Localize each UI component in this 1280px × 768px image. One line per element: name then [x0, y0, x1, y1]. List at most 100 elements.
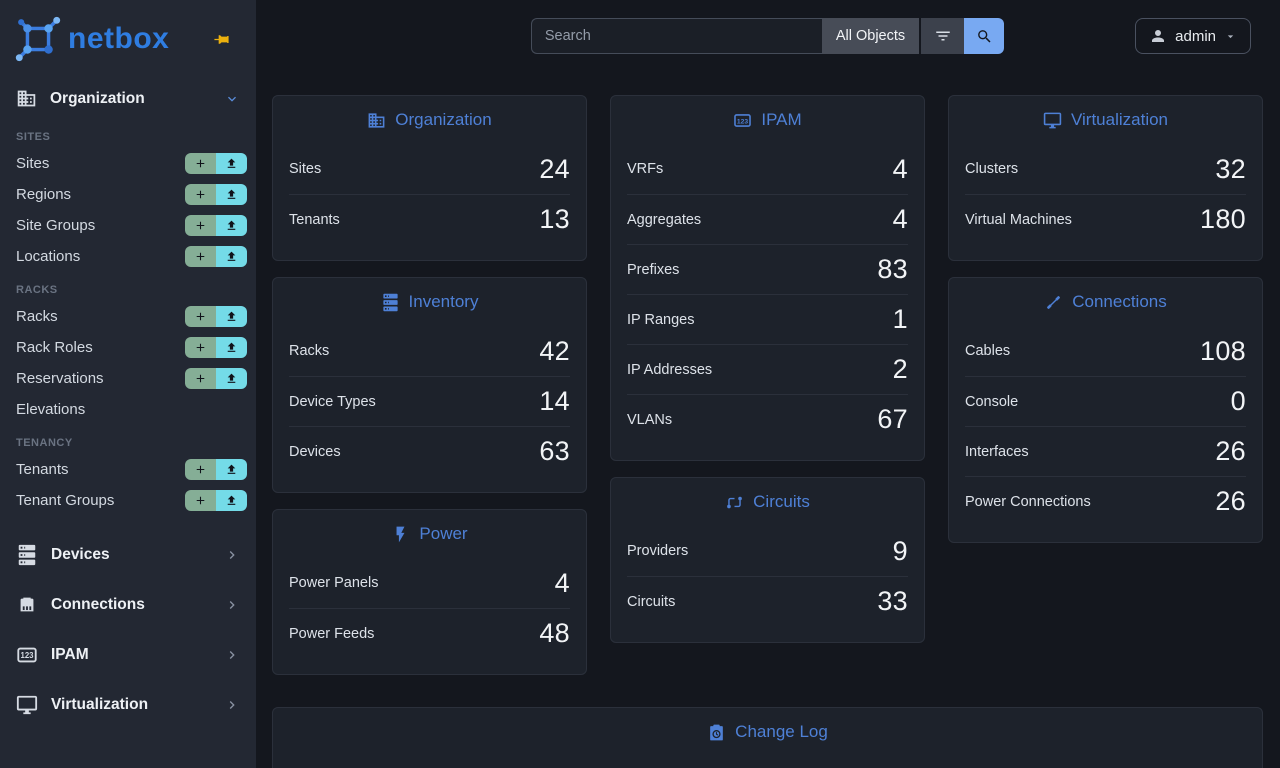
stat-value[interactable]: 14 [539, 386, 570, 416]
card-body: Providers 9 Circuits 33 [611, 526, 924, 642]
card-title-link[interactable]: Inventory [273, 278, 586, 326]
import-button[interactable] [216, 337, 247, 358]
add-button[interactable] [185, 459, 216, 480]
search-scope-dropdown[interactable]: All Objects [821, 18, 920, 54]
import-button[interactable] [216, 306, 247, 327]
stat-value[interactable]: 42 [539, 335, 570, 366]
plus-icon [194, 250, 207, 263]
search-input[interactable] [530, 18, 822, 54]
sidebar-item-reservations[interactable]: Reservations [0, 363, 256, 394]
card-title-link[interactable]: Virtualization [949, 96, 1262, 144]
stat-label[interactable]: IP Addresses [627, 361, 713, 378]
card-body: Racks 42 Device Types 14 Devices 63 [273, 326, 586, 492]
sidebar-group-organization[interactable]: Organization [0, 78, 256, 119]
stat-label[interactable]: Devices [289, 443, 341, 460]
upload-icon [225, 219, 238, 232]
stat-label[interactable]: Console [965, 393, 1019, 410]
stat-value[interactable]: 63 [539, 436, 570, 466]
stat-value[interactable]: 32 [1215, 153, 1246, 184]
stat-value[interactable]: 0 [1230, 386, 1246, 416]
sidebar-item-site-groups[interactable]: Site Groups [0, 210, 256, 241]
sidebar-item-racks[interactable]: Racks [0, 301, 256, 332]
add-button[interactable] [185, 306, 216, 327]
stat-value[interactable]: 26 [1215, 436, 1246, 466]
card-title-link[interactable]: Connections [949, 278, 1262, 326]
sidebar-item-tenant-groups[interactable]: Tenant Groups [0, 485, 256, 516]
card-title-link[interactable]: Organization [273, 96, 586, 144]
stat-label[interactable]: Tenants [289, 211, 340, 228]
sidebar-item-locations[interactable]: Locations [0, 241, 256, 272]
card-title: Inventory [408, 292, 479, 311]
card-title-link[interactable]: Power [273, 510, 586, 558]
stat-row: Prefixes 83 [627, 244, 908, 294]
card-title: Organization [395, 110, 492, 129]
add-button[interactable] [185, 184, 216, 205]
card-title-link[interactable]: Change Log [273, 708, 1262, 756]
stat-label[interactable]: VRFs [627, 161, 664, 177]
import-button[interactable] [216, 246, 247, 267]
card-title-link[interactable]: Circuits [611, 478, 924, 526]
stat-label[interactable]: Cables [965, 343, 1011, 359]
stat-value[interactable]: 33 [877, 586, 908, 616]
card-title-link[interactable]: IPAM [611, 96, 924, 144]
import-button[interactable] [216, 368, 247, 389]
stat-value[interactable]: 180 [1200, 204, 1246, 234]
stat-row: Device Types 14 [289, 376, 570, 426]
import-button[interactable] [216, 215, 247, 236]
stat-label[interactable]: Clusters [965, 161, 1019, 177]
sidebar-group-connections[interactable]: Connections [0, 580, 256, 630]
add-button[interactable] [185, 337, 216, 358]
sidebar-group-devices[interactable]: Devices [0, 530, 256, 580]
stat-value[interactable]: 4 [892, 204, 908, 234]
add-button[interactable] [185, 215, 216, 236]
stat-label[interactable]: VLANs [627, 411, 673, 428]
stat-label[interactable]: Aggregates [627, 211, 702, 228]
sidebar-item-rack-roles[interactable]: Rack Roles [0, 332, 256, 363]
sidebar-item-label: Reservations [16, 370, 104, 387]
stat-value[interactable]: 108 [1200, 335, 1246, 366]
stat-label[interactable]: Prefixes [627, 261, 680, 278]
user-menu-button[interactable]: admin [1135, 18, 1251, 54]
stat-value[interactable]: 4 [554, 567, 570, 598]
sidebar-item-regions[interactable]: Regions [0, 179, 256, 210]
stat-value[interactable]: 2 [892, 354, 908, 384]
stat-label[interactable]: Power Panels [289, 575, 379, 591]
stat-label[interactable]: Circuits [627, 593, 676, 610]
stat-value[interactable]: 48 [539, 618, 570, 648]
stat-label[interactable]: Device Types [289, 393, 376, 410]
sidebar-group-virtualization[interactable]: Virtualization [0, 680, 256, 730]
plus-icon [194, 463, 207, 476]
import-button[interactable] [216, 153, 247, 174]
sidebar-item-sites[interactable]: Sites [0, 148, 256, 179]
sidebar-item-elevations[interactable]: Elevations [0, 394, 256, 425]
stat-value[interactable]: 24 [539, 153, 570, 184]
stat-value[interactable]: 4 [892, 153, 908, 184]
sidebar-item-tenants[interactable]: Tenants [0, 454, 256, 485]
import-button[interactable] [216, 184, 247, 205]
sidebar-group-ipam[interactable]: IPAM [0, 630, 256, 680]
stat-value[interactable]: 83 [877, 254, 908, 284]
pin-sidebar-button[interactable] [213, 31, 230, 48]
stat-label[interactable]: Interfaces [965, 443, 1029, 460]
stat-label[interactable]: Providers [627, 543, 689, 559]
stat-label[interactable]: Power Feeds [289, 625, 375, 642]
add-button[interactable] [185, 153, 216, 174]
search-button[interactable] [964, 18, 1005, 54]
stat-value[interactable]: 13 [539, 204, 570, 234]
add-button[interactable] [185, 368, 216, 389]
stat-label[interactable]: Power Connections [965, 493, 1091, 510]
stat-label[interactable]: Racks [289, 343, 330, 359]
add-button[interactable] [185, 490, 216, 511]
add-button[interactable] [185, 246, 216, 267]
filter-button[interactable] [921, 18, 965, 54]
import-button[interactable] [216, 490, 247, 511]
stat-label[interactable]: IP Ranges [627, 311, 695, 328]
netbox-logo[interactable]: netbox [14, 15, 169, 63]
stat-value[interactable]: 26 [1215, 486, 1246, 516]
stat-label[interactable]: Sites [289, 161, 322, 177]
import-button[interactable] [216, 459, 247, 480]
stat-value[interactable]: 67 [877, 404, 908, 434]
stat-value[interactable]: 9 [892, 535, 908, 566]
stat-value[interactable]: 1 [892, 304, 908, 334]
stat-label[interactable]: Virtual Machines [965, 211, 1072, 228]
